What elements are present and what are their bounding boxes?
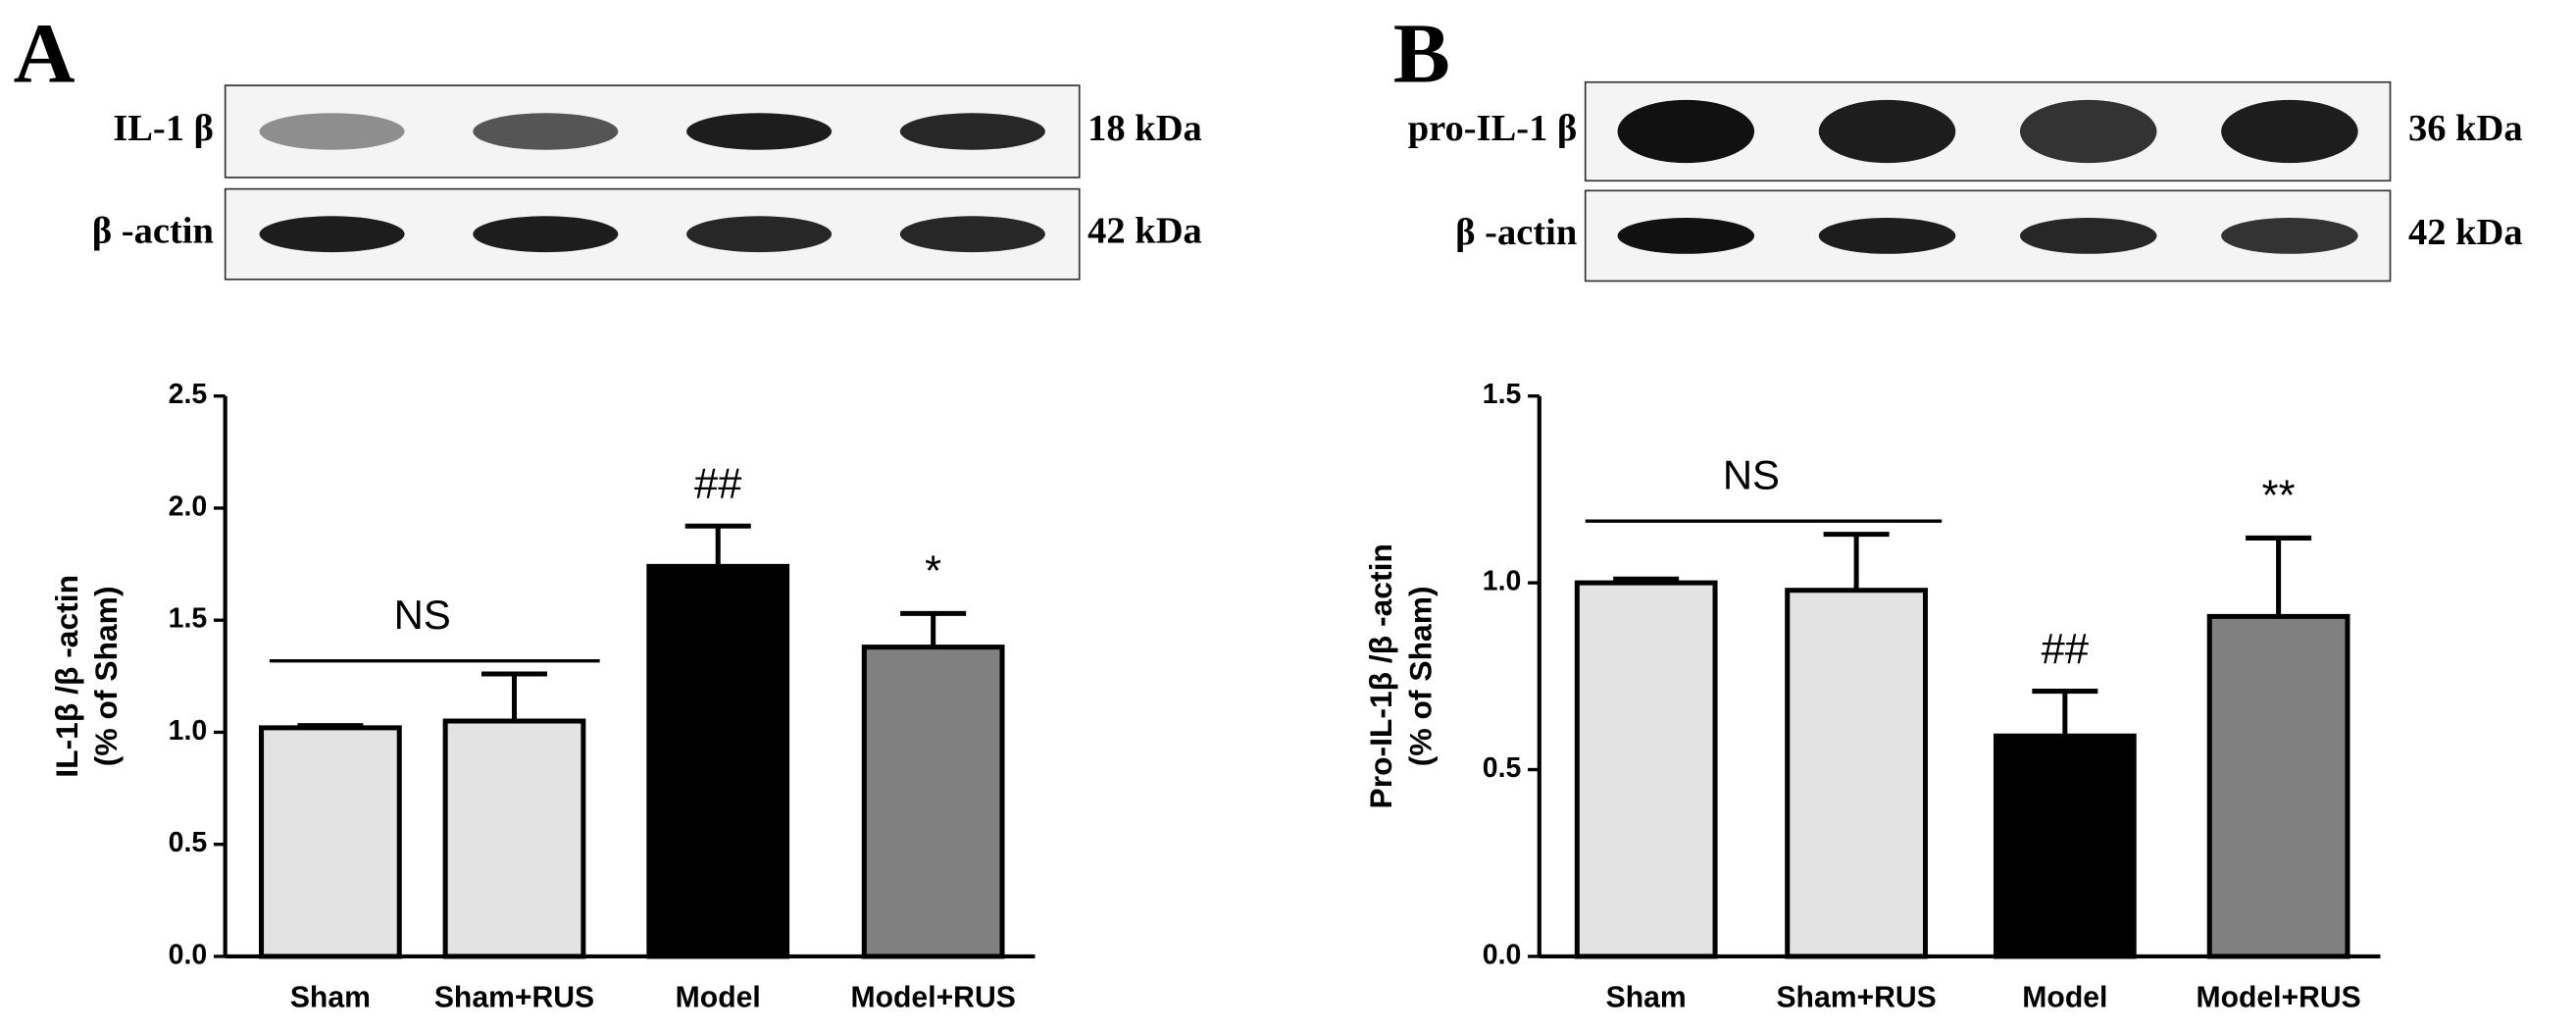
x-tick-label: Sham xyxy=(290,981,371,1013)
y-axis-label: Pro-IL-1β /β -actin xyxy=(1363,543,1398,808)
blot-band xyxy=(686,113,833,150)
blot-size: 18 kDa xyxy=(1087,108,1202,149)
x-tick-label: Sham xyxy=(1606,981,1687,1013)
significance-label: * xyxy=(925,548,941,595)
blot-band xyxy=(473,113,619,150)
blot-band xyxy=(473,216,619,253)
blot-band xyxy=(1617,217,1755,254)
y-tick-label: 0.0 xyxy=(169,939,208,970)
blot-band xyxy=(899,216,1045,253)
blot-band xyxy=(1818,99,1956,164)
y-tick-label: 0.0 xyxy=(1483,939,1522,970)
y-tick-label: 0.5 xyxy=(1483,752,1522,784)
y-tick-label: 1.0 xyxy=(1483,566,1522,597)
panel-label: B xyxy=(1393,6,1450,101)
blot-label: β -actin xyxy=(92,211,214,252)
significance-label: ** xyxy=(2262,473,2296,520)
y-tick-label: 2.0 xyxy=(169,490,208,522)
blot-band xyxy=(2019,217,2157,254)
significance-label: ## xyxy=(2042,626,2089,673)
y-tick-label: 1.0 xyxy=(169,715,208,747)
bracket-label: NS xyxy=(1723,452,1780,498)
y-tick-label: 1.5 xyxy=(169,603,208,635)
panel-label: A xyxy=(14,6,76,101)
bar xyxy=(1785,588,1928,959)
y-tick-label: 2.5 xyxy=(169,379,208,410)
x-tick-label: Model xyxy=(2022,981,2107,1013)
y-axis-label: IL-1β /β -actin xyxy=(49,575,84,778)
y-tick-label: 0.5 xyxy=(169,827,208,858)
blot-size: 42 kDa xyxy=(1087,211,1202,252)
bar xyxy=(259,725,402,959)
x-tick-label: Model xyxy=(676,981,761,1013)
blot-band xyxy=(1818,217,1956,254)
significance-label: ## xyxy=(694,461,741,508)
blot-band xyxy=(259,113,405,150)
blot-label: IL-1 β xyxy=(113,108,214,149)
bar xyxy=(442,718,586,959)
bar xyxy=(1993,733,2137,959)
blot-band xyxy=(2019,99,2157,164)
bracket-label: NS xyxy=(394,592,451,638)
blot-band xyxy=(259,216,405,253)
blot-label: β -actin xyxy=(1455,212,1577,253)
y-tick-label: 1.5 xyxy=(1483,379,1522,410)
x-tick-label: Sham+RUS xyxy=(434,981,594,1013)
bar xyxy=(861,645,1005,959)
blot-band xyxy=(1617,99,1755,164)
x-tick-label: Model+RUS xyxy=(851,981,1016,1013)
bar xyxy=(646,563,790,959)
bar xyxy=(1574,580,1718,959)
bar xyxy=(2206,613,2350,959)
blot-size: 42 kDa xyxy=(2408,212,2523,253)
blot-band xyxy=(899,113,1045,150)
blot-band xyxy=(686,216,833,253)
x-tick-label: Sham+RUS xyxy=(1776,981,1936,1013)
y-axis-label: (% of Sham) xyxy=(88,586,124,766)
blot-band xyxy=(2221,99,2358,164)
x-tick-label: Model+RUS xyxy=(2196,981,2360,1013)
blot-label: pro-IL-1 β xyxy=(1408,108,1578,149)
y-axis-label: (% of Sham) xyxy=(1402,586,1438,766)
blot-band xyxy=(2221,217,2358,254)
blot-size: 36 kDa xyxy=(2408,108,2523,149)
